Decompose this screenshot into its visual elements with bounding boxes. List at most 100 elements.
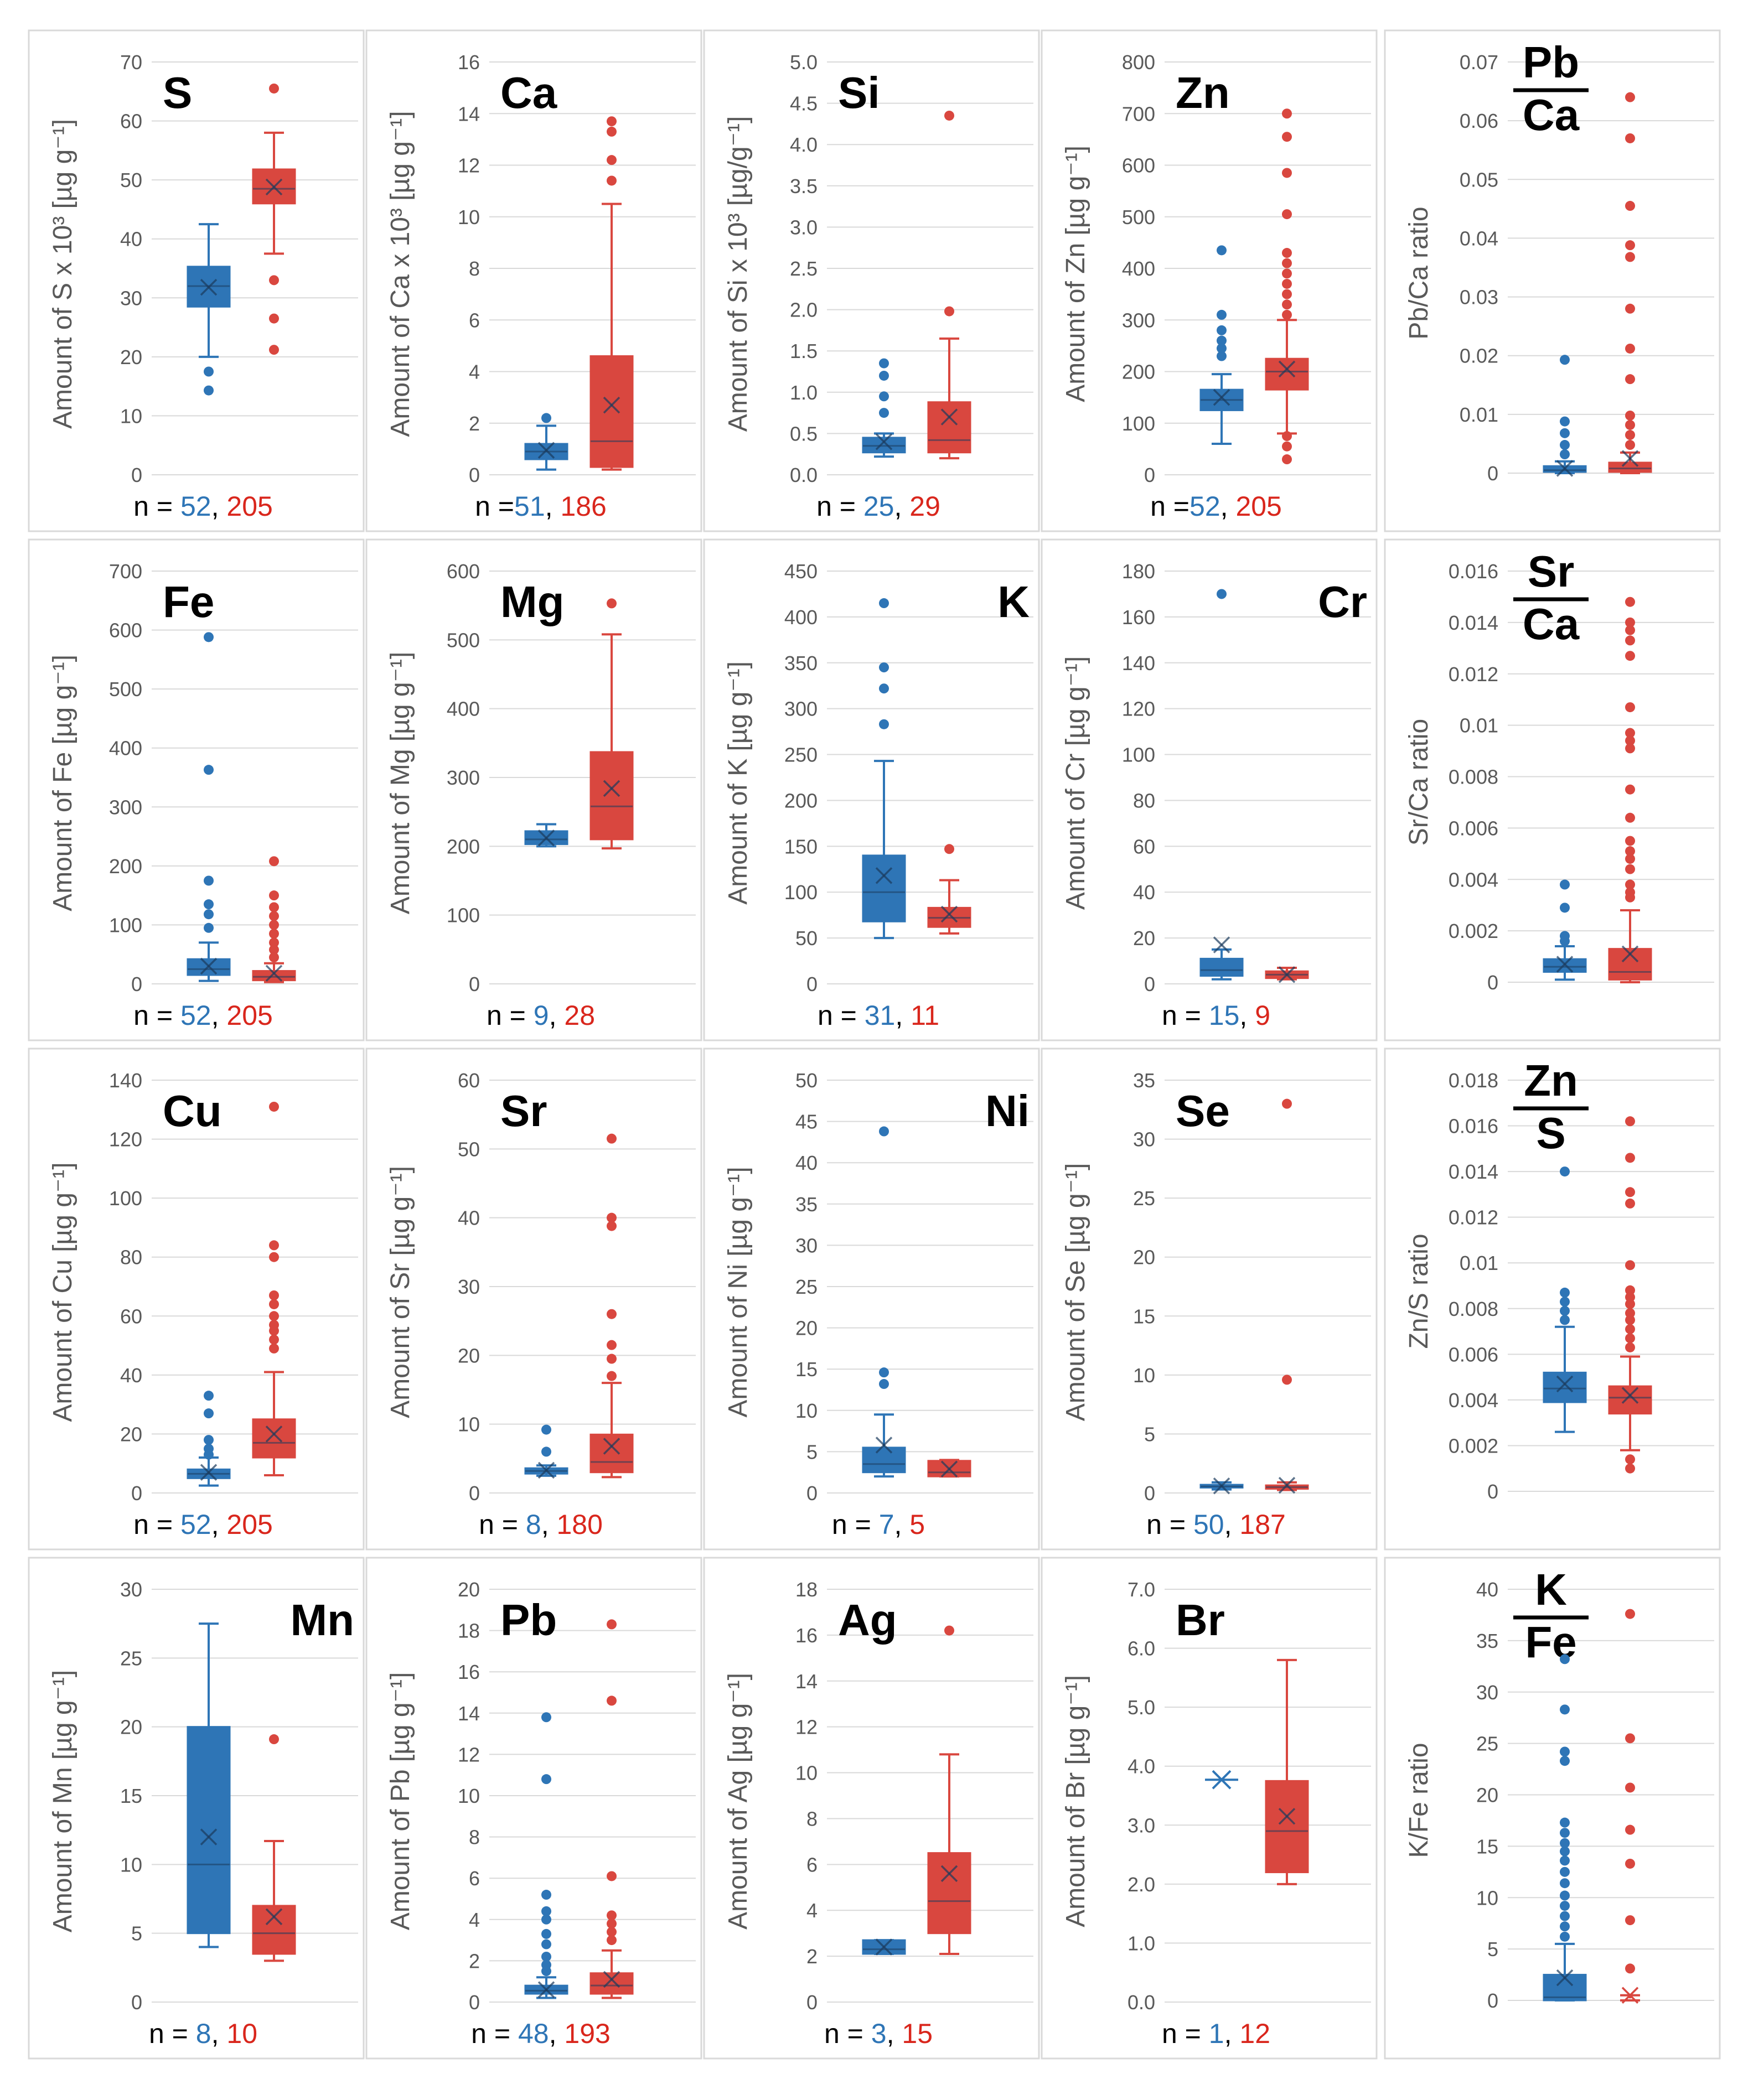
n-blue: 25 [863,491,894,522]
y-tick-label: 7.0 [1127,1578,1155,1601]
y-tick-label: 0.0 [1127,1991,1155,2014]
n-red: 29 [909,491,940,522]
y-tick-label: 500 [109,678,142,701]
outlier-point [541,413,551,423]
y-tick-label: 4 [469,361,480,383]
element-label: Cr [1318,577,1367,626]
n-red: 5 [909,1509,925,1540]
outlier-point [1282,168,1292,178]
n-separator: , [549,2018,565,2049]
y-tick-label: 0 [469,1991,480,2014]
outlier-point [269,902,279,912]
outlier-point [204,899,214,910]
n-prefix: n = [487,1000,534,1031]
n-prefix: n = [1150,491,1189,522]
y-axis-label: Zn/S ratio [1404,1233,1434,1349]
outlier-point [1625,1292,1635,1303]
y-tick-label: 400 [1122,257,1155,280]
y-tick-label: 35 [1133,1069,1155,1092]
n-blue: 52 [180,491,211,522]
y-tick-label: 300 [1122,309,1155,331]
y-tick-label: 0.06 [1460,110,1498,132]
y-axis-label: Amount of Ni [µg g⁻¹] [723,1166,753,1417]
outlier-point [1625,1782,1635,1793]
y-tick-label: 6 [469,309,480,331]
element-label: S [163,68,192,117]
outlier-point [1560,1817,1570,1828]
chart-panel-mg: 0 100 200 300 400 500 600 Amount of Mg [µg g⁻¹]… [365,538,702,1041]
panel-border [365,29,702,532]
n-prefix: n = [1162,1000,1209,1031]
y-tick-label: 25 [1476,1733,1498,1755]
outlier-point [1560,1838,1570,1848]
outlier-point [607,1340,617,1350]
y-tick-label: 150 [784,835,818,858]
box-blue [1199,589,1244,981]
box-blue [862,1938,906,1956]
outlier-point [204,1391,214,1401]
outlier-point [1560,1931,1570,1942]
outlier-point [1625,430,1635,440]
n-red: 10 [226,2018,257,2049]
box-blue [524,413,568,471]
sample-size: n = 52, 205 [133,491,273,522]
box-red [1265,108,1309,465]
y-tick-label: 15 [1133,1305,1155,1328]
outlier-point [541,1424,551,1435]
y-tick-label: 0.014 [1449,611,1498,634]
y-tick-label: 16 [458,51,480,74]
n-red: 193 [564,2018,610,2049]
outlier-point [1560,416,1570,427]
chart-panel-pb-ca: 0 0.01 0.02 0.03 0.04 0.05 0.06 0.07 Pb/Ca ratio… [1384,29,1721,532]
y-tick-label: 12 [795,1716,818,1739]
sample-size: n = 31, 11 [818,1000,939,1031]
panel-border [703,538,1040,1041]
n-prefix: n = [471,2018,518,2049]
y-axis-label: Amount of Sr [µg g⁻¹] [386,1166,415,1418]
n-separator: , [211,491,227,522]
chart-panel-cr: 0 20 40 60 80 100 120 140 160 180 Amount of Cr [µg… [1041,538,1378,1041]
box-blue [862,598,906,940]
y-tick-label: 8 [469,1826,480,1849]
y-tick-label: 2 [469,412,480,435]
box-red [589,116,634,471]
outlier-point [269,83,279,94]
n-separator: , [1220,491,1236,522]
n-separator: , [894,491,910,522]
y-tick-label: 250 [784,744,818,766]
outlier-point [1625,1824,1635,1835]
mean-marker [875,433,893,450]
chart-panel-ni: 0 5 10 15 20 25 30 35 40 45 50 Amount of Ni [µg g⁻¹… [703,1048,1040,1551]
mean-marker [1213,388,1230,406]
ratio-denominator: Ca [1523,599,1580,649]
outlier-point [1560,1297,1570,1307]
y-tick-label: 10 [1133,1364,1155,1387]
iqr-box [589,1433,634,1474]
n-red: 15 [902,2018,933,2049]
chart-panel-zn-s: 0 0.002 0.004 0.006 0.008 0.01 0.012 0.014 0.016… [1384,1048,1721,1551]
mean-marker [1621,945,1639,963]
n-red: 186 [560,491,606,522]
n-prefix: n = [832,1509,879,1540]
mean-marker [265,178,283,196]
outlier-point [1560,1866,1570,1877]
chart-panel-s: 0 10 20 30 40 50 60 70 Amount of S x 10³ [µg g⁻¹… [28,29,365,532]
y-tick-label: 2.0 [790,299,818,322]
box-red [589,1133,634,1479]
y-tick-label: 5 [131,1922,142,1945]
iqr-box [927,1852,971,1935]
y-tick-label: 10 [795,1762,818,1785]
y-tick-label: 60 [1133,835,1155,858]
mean-marker [603,396,620,414]
y-tick-label: 3.0 [1127,1814,1155,1837]
outlier-point [269,911,279,921]
outlier-point [1560,1287,1570,1298]
n-prefix: n = [479,1509,526,1540]
n-red: 11 [911,1000,939,1031]
y-tick-label: 2.5 [790,257,818,280]
y-tick-label: 16 [458,1661,480,1683]
outlier-point [1625,201,1635,211]
mean-marker [940,408,958,426]
element-label: Cu [163,1086,222,1135]
y-tick-label: 6.0 [1127,1637,1155,1660]
